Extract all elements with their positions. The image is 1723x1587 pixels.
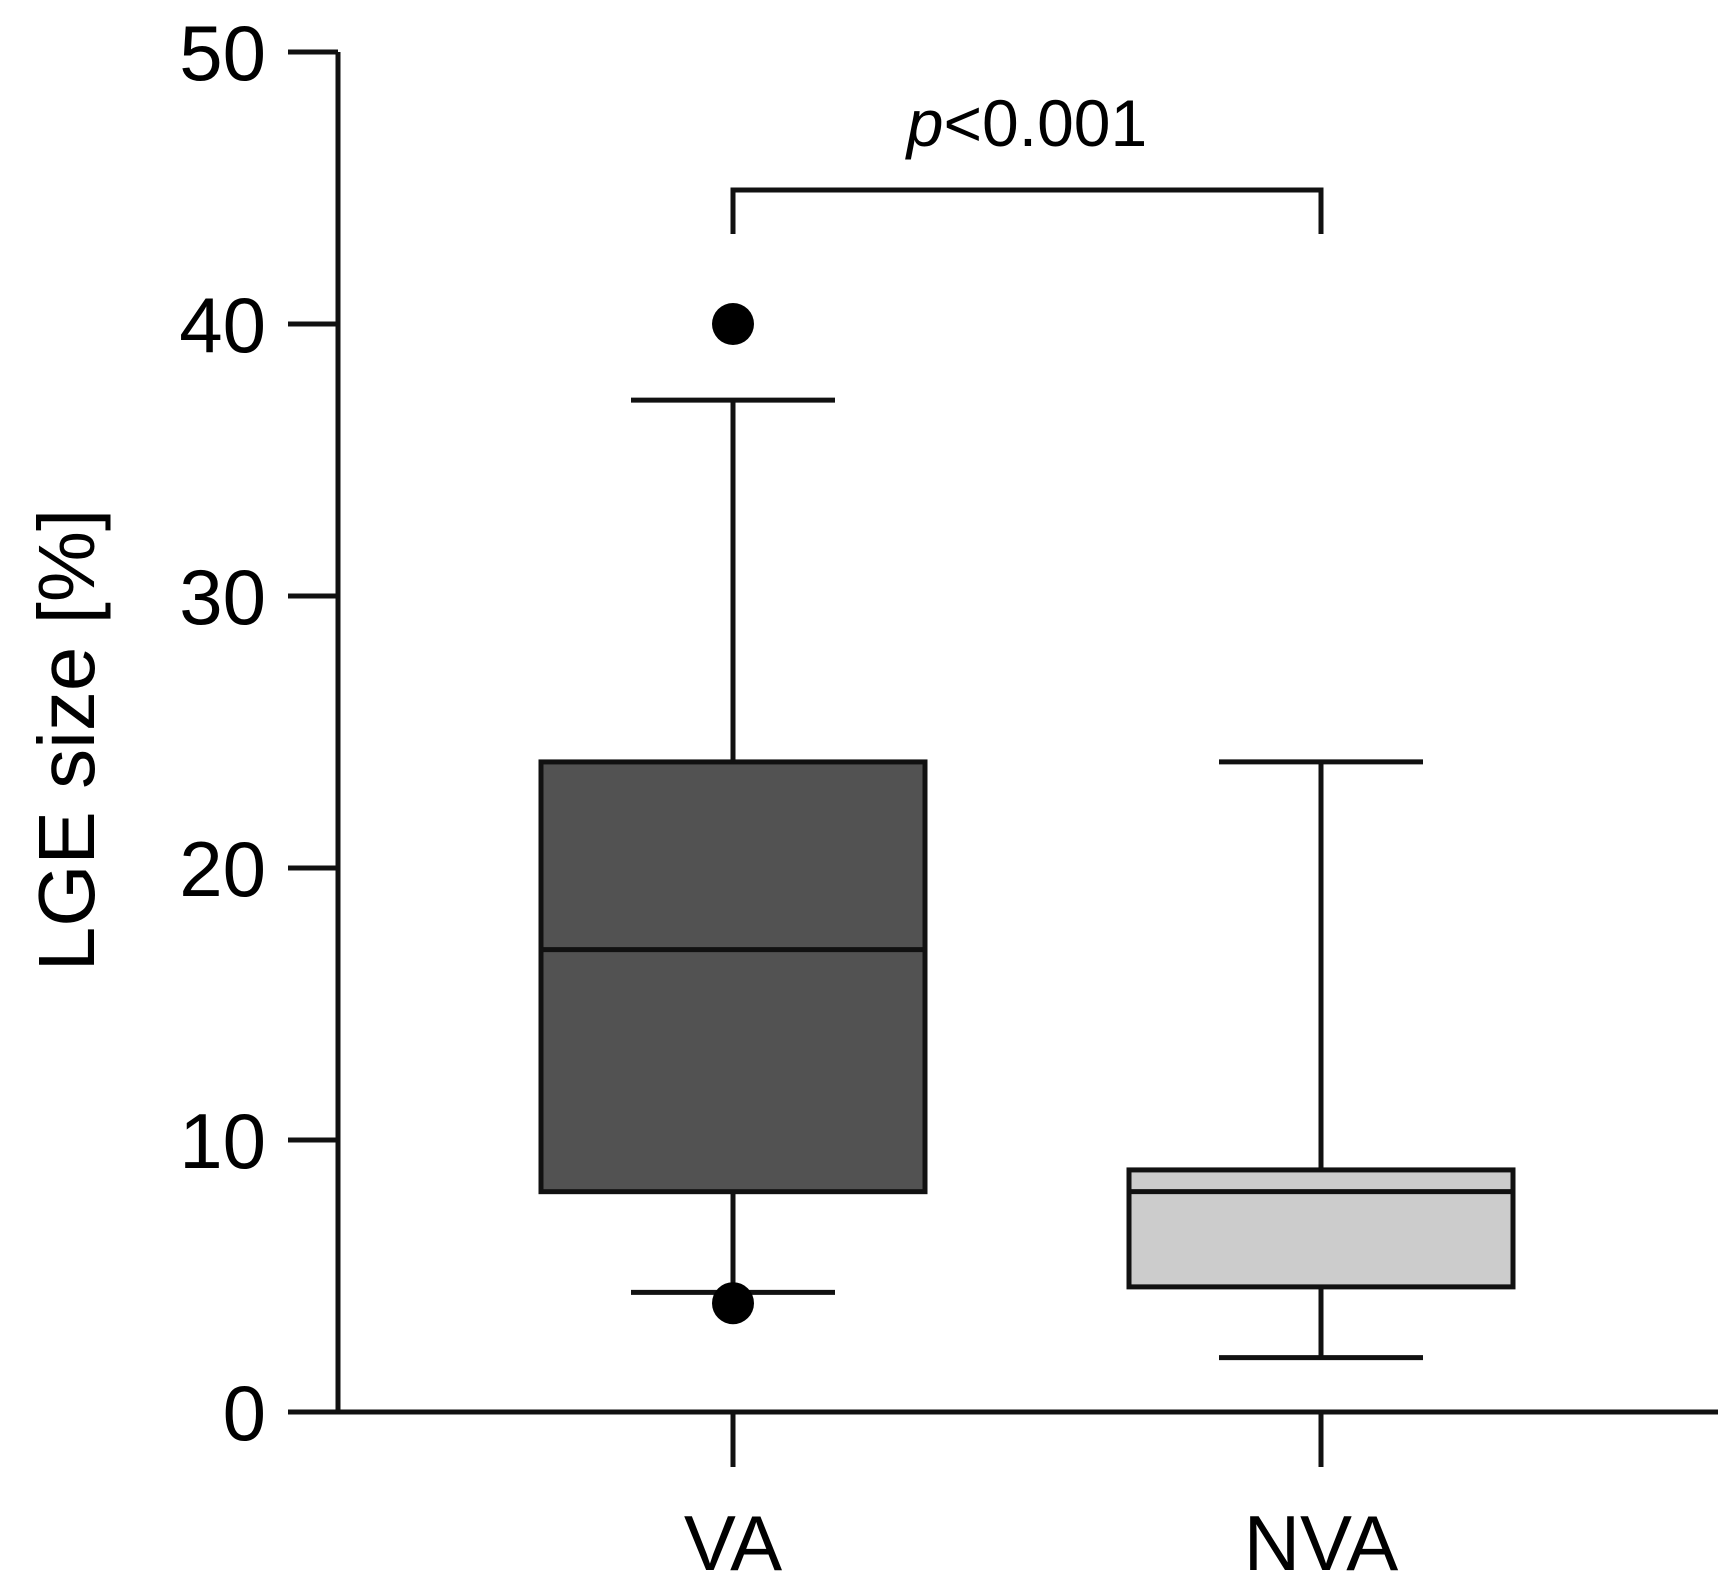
y-tick-label: 50: [179, 9, 266, 97]
p-value-symbol: p: [905, 86, 944, 160]
outlier-point: [712, 303, 754, 345]
y-axis-title: LGE size [%]: [22, 509, 111, 971]
box-series: [538, 303, 1516, 1361]
x-tick-label: NVA: [1244, 1499, 1399, 1587]
x-tick-label: VA: [684, 1499, 782, 1587]
p-value-threshold: <0.001: [944, 86, 1148, 160]
box-nva: [1126, 759, 1516, 1361]
y-tick-label: 40: [179, 281, 266, 369]
significance-bracket: [730, 187, 1324, 234]
iqr-box: [538, 759, 928, 1195]
iqr-box: [1126, 1167, 1516, 1290]
outlier-point: [712, 1282, 754, 1325]
y-tick-label: 30: [179, 553, 266, 641]
x-axis-ticks: VA NVA: [684, 1412, 1398, 1587]
y-tick-label: 10: [179, 1097, 266, 1185]
y-tick-label: 0: [223, 1369, 266, 1457]
p-value-label: p<0.001: [905, 86, 1147, 160]
axes: [335, 52, 1718, 1415]
significance-annotation: p<0.001: [730, 86, 1324, 234]
box-va: [538, 303, 928, 1325]
y-tick-label: 20: [179, 825, 266, 913]
y-axis-ticks: 0 10 20 30 40 50: [179, 9, 338, 1457]
